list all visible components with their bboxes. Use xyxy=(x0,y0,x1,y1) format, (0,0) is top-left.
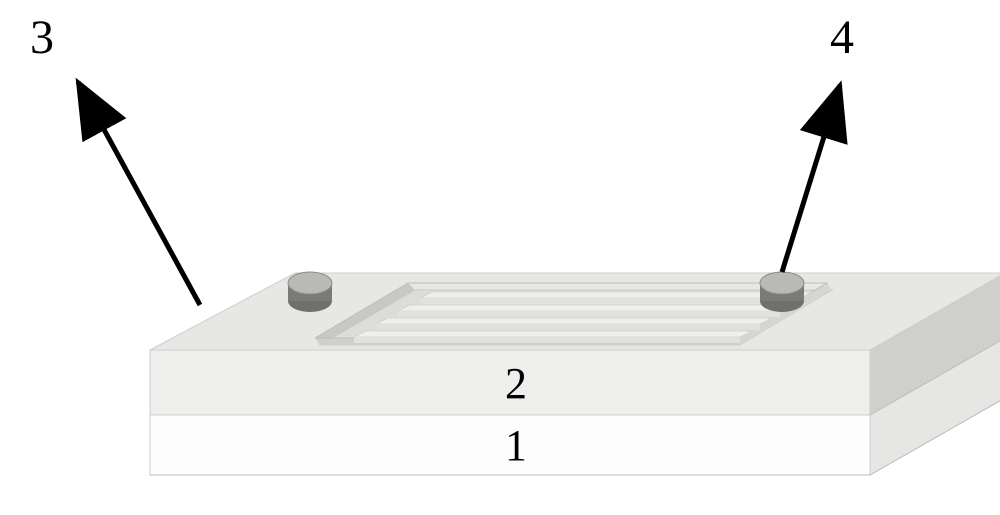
ridge-4 xyxy=(354,331,752,343)
label-1: 1 xyxy=(505,420,527,471)
ridge-2 xyxy=(398,305,792,317)
label-2: 2 xyxy=(505,358,527,409)
diagram-svg xyxy=(0,0,1000,515)
diagram-root: 3 4 2 1 xyxy=(0,0,1000,515)
label-4: 4 xyxy=(830,10,854,65)
arrow-to-3 xyxy=(78,82,200,305)
label-3: 3 xyxy=(30,10,54,65)
ridge-1 xyxy=(420,292,812,304)
port-left xyxy=(288,272,332,312)
arrow-to-4 xyxy=(782,85,840,272)
port-right xyxy=(760,272,804,312)
ridge-3 xyxy=(376,318,772,330)
